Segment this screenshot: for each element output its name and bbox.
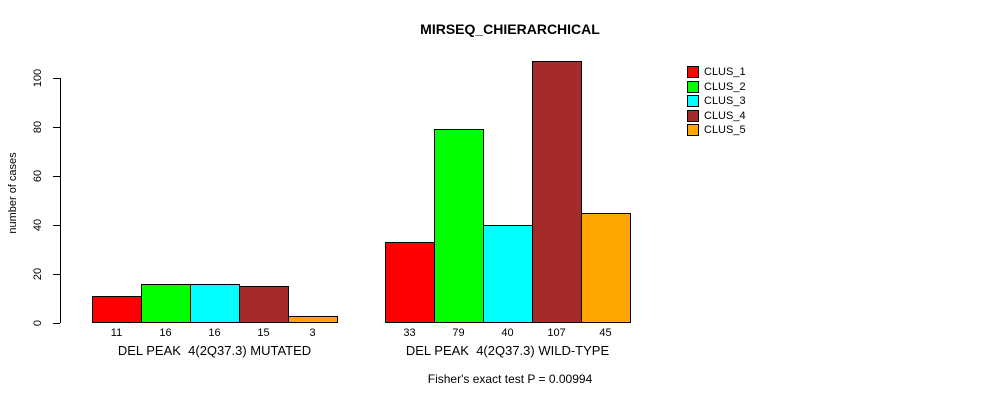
bar-CLUS_4 [532, 61, 582, 323]
bar-CLUS_1 [385, 242, 435, 323]
legend-item-CLUS_4: CLUS_4 [687, 109, 746, 122]
legend-item-CLUS_3: CLUS_3 [687, 95, 746, 107]
y-tick [53, 274, 60, 275]
legend-label: CLUS_2 [704, 80, 746, 93]
bar-CLUS_3 [483, 225, 533, 323]
category-label: DEL PEAK 4(2Q37.3) MUTATED [117, 343, 312, 358]
legend-item-CLUS_2: CLUS_2 [687, 80, 746, 93]
y-tick [53, 78, 60, 79]
fisher-test-annotation: Fisher's exact test P = 0.00994 [427, 372, 593, 386]
legend-item-CLUS_1: CLUS_1 [687, 66, 746, 78]
y-tick-label: 20 [32, 267, 44, 281]
y-tick-label: 60 [32, 169, 44, 183]
legend-swatch-CLUS_5 [687, 124, 699, 136]
legend-label: CLUS_4 [704, 109, 746, 122]
y-axis-title: number of cases [7, 152, 19, 234]
y-tick-label: 40 [32, 218, 44, 232]
bar-CLUS_3 [190, 284, 240, 323]
bar-value-label: 16 [208, 327, 221, 339]
legend-swatch-CLUS_1 [687, 66, 699, 78]
legend-item-CLUS_5: CLUS_5 [687, 124, 746, 136]
category-label: DEL PEAK 4(2Q37.3) WILD-TYPE [405, 343, 610, 358]
bar-CLUS_4 [239, 286, 289, 323]
y-tick [53, 323, 60, 324]
legend-label: CLUS_1 [704, 66, 746, 78]
bar-CLUS_5 [581, 213, 631, 323]
bar-value-label: 16 [159, 327, 172, 339]
bar-CLUS_5 [288, 316, 338, 323]
bar-value-label: 33 [403, 327, 416, 339]
bar-value-label: 107 [547, 327, 566, 339]
bar-value-label: 40 [501, 327, 514, 339]
bar-value-label: 15 [257, 327, 270, 339]
legend-swatch-CLUS_3 [687, 95, 699, 107]
bar-value-label: 11 [110, 327, 123, 339]
bar-value-label: 3 [309, 327, 316, 339]
chart-title: MIRSEQ_CHIERARCHICAL [420, 21, 600, 37]
y-tick [53, 127, 60, 128]
y-axis-line [60, 78, 61, 323]
y-tick [53, 225, 60, 226]
y-tick [53, 176, 60, 177]
bar-value-label: 79 [452, 327, 465, 339]
y-tick-label: 80 [32, 120, 44, 134]
bar-CLUS_2 [434, 129, 484, 323]
bar-CLUS_1 [92, 296, 142, 323]
legend-label: CLUS_3 [704, 95, 746, 107]
legend-swatch-CLUS_4 [687, 109, 699, 122]
y-tick-label: 0 [32, 319, 44, 327]
legend-label: CLUS_5 [704, 124, 746, 136]
legend-swatch-CLUS_2 [687, 80, 699, 93]
bar-CLUS_2 [141, 284, 191, 323]
bar-value-label: 45 [599, 327, 612, 339]
y-tick-label: 100 [32, 68, 44, 88]
